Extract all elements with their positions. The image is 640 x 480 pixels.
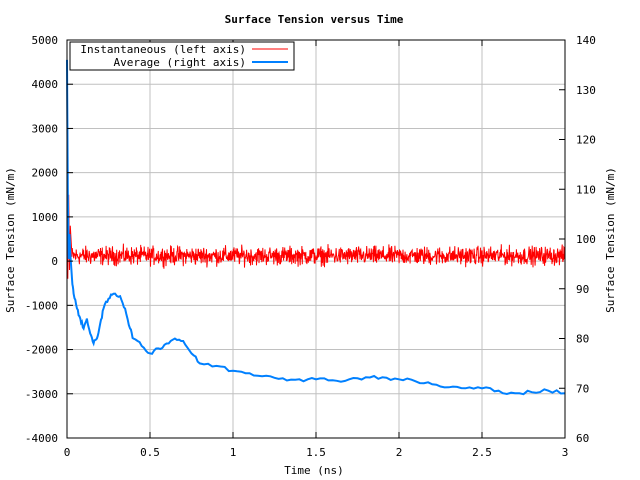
y-left-tick-label: 1000 xyxy=(32,211,59,224)
series-average-line xyxy=(66,59,566,396)
y-right-tick-label: 70 xyxy=(576,382,589,395)
x-axis-label: Time (ns) xyxy=(284,464,344,477)
y-right-axis-ticks: 60 70 80 90 100 110 120 130 140 xyxy=(559,34,596,445)
y-right-tick-label: 140 xyxy=(576,34,596,47)
legend: Instantaneous (left axis) Average (right… xyxy=(69,41,295,71)
x-tick-label: 1 xyxy=(230,446,237,459)
grid-lines xyxy=(67,40,565,438)
y-left-tick-label: -3000 xyxy=(25,388,58,401)
y-right-tick-label: 110 xyxy=(576,183,596,196)
y-right-tick-label: 100 xyxy=(576,233,596,246)
y-left-tick-label: 2000 xyxy=(32,167,59,180)
y-right-tick-label: 90 xyxy=(576,283,589,296)
y-right-tick-label: 80 xyxy=(576,333,589,346)
x-tick-label: 0.5 xyxy=(140,446,160,459)
y-right-tick-label: 130 xyxy=(576,84,596,97)
series-group xyxy=(66,57,566,396)
chart-title: Surface Tension versus Time xyxy=(225,13,404,26)
y-left-tick-label: 5000 xyxy=(32,34,59,47)
legend-box xyxy=(69,41,295,71)
y-right-tick-label: 60 xyxy=(576,432,589,445)
legend-label-average: Average (right axis) xyxy=(114,56,246,69)
x-tick-label: 3 xyxy=(562,446,569,459)
x-tick-label: 2.5 xyxy=(472,446,492,459)
y-left-tick-label: 0 xyxy=(51,255,58,268)
x-tick-label: 0 xyxy=(64,446,71,459)
x-tick-label: 1.5 xyxy=(306,446,326,459)
y-left-axis-ticks: -4000 -3000 -2000 -1000 0 1000 2000 3000 4000 500… xyxy=(25,34,73,445)
y-left-tick-label: -4000 xyxy=(25,432,58,445)
y-left-tick-label: 4000 xyxy=(32,78,59,91)
series-instantaneous-line xyxy=(66,57,566,279)
x-tick-label: 2 xyxy=(396,446,403,459)
y-left-tick-label: 3000 xyxy=(32,122,59,135)
x-axis-ticks: 0 0.5 1 1.5 2 2.5 3 xyxy=(64,40,569,459)
y-right-axis-label: Surface Tension (mN/m) xyxy=(604,167,617,313)
y-right-tick-label: 120 xyxy=(576,134,596,147)
y-left-tick-label: -1000 xyxy=(25,299,58,312)
legend-label-instantaneous: Instantaneous (left axis) xyxy=(80,43,246,56)
y-left-tick-label: -2000 xyxy=(25,344,58,357)
y-left-axis-label: Surface Tension (mN/m) xyxy=(4,167,17,313)
